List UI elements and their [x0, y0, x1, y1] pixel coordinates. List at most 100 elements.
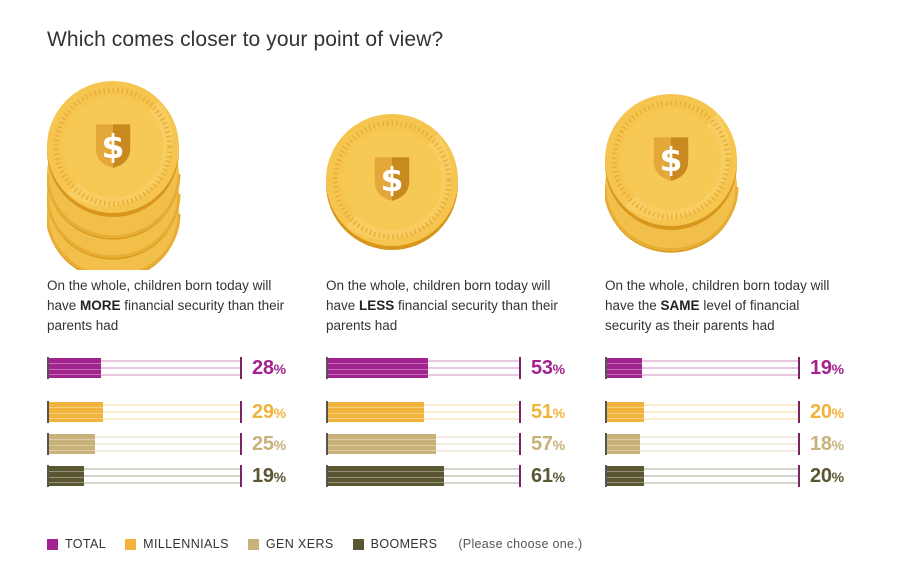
legend-swatch-genx — [247, 538, 259, 550]
bar-end-tick — [798, 433, 800, 455]
data-label-value: 20 — [810, 401, 832, 423]
data-label-total: 53% — [531, 356, 565, 381]
bar-track — [605, 358, 798, 378]
bar-end-tick — [798, 465, 800, 487]
bar-start-tick — [47, 357, 49, 379]
dollar-icon: $ — [102, 127, 125, 166]
data-label-percent: % — [273, 361, 286, 377]
bar-end-tick — [798, 401, 800, 423]
statement: On the whole, children born today will h… — [47, 276, 287, 336]
bar-track — [605, 402, 798, 422]
data-label-genx: 18% — [810, 432, 844, 457]
bar-row-total: 19% — [605, 357, 865, 379]
bar-start-tick — [605, 465, 607, 487]
data-label-total: 19% — [810, 356, 844, 381]
data-label-value: 29 — [252, 401, 274, 423]
data-label-value: 57 — [531, 433, 553, 455]
legend-item-boomers: BOOMERS — [352, 537, 438, 551]
bar-row-genx: 25% — [47, 433, 307, 455]
panel-less: $ On the whole, children born today will … — [326, 0, 586, 582]
bar-row-genx: 57% — [326, 433, 586, 455]
legend-swatch-millennials — [125, 538, 137, 550]
bar-track — [47, 434, 240, 454]
data-label-value: 28 — [252, 357, 274, 379]
data-label-percent: % — [831, 469, 844, 485]
statement: On the whole, children born today will h… — [605, 276, 845, 336]
panel-more: $ On the whole, children born today will … — [45, 0, 307, 582]
dollar-icon: $ — [381, 160, 404, 199]
bar-start-tick — [326, 357, 328, 379]
bar-millennials — [605, 402, 644, 422]
statement-emphasis: MORE — [80, 298, 121, 313]
bar-end-tick — [519, 433, 521, 455]
data-label-total: 28% — [252, 356, 286, 381]
statement-text: On the whole, children born today will h… — [326, 278, 551, 313]
data-label-percent: % — [273, 469, 286, 485]
statement-text: level of financial security as their par… — [605, 298, 800, 333]
bar-start-tick — [326, 465, 328, 487]
bar-millennials — [326, 402, 425, 422]
bar-genx — [605, 434, 640, 454]
coin-stack-illustration: $ — [603, 80, 755, 270]
bar-end-tick — [240, 357, 242, 379]
bar-start-tick — [47, 401, 49, 423]
bar-end-tick — [240, 465, 242, 487]
data-label-value: 51 — [531, 401, 553, 423]
bar-end-tick — [240, 433, 242, 455]
legend-label-genx: GEN XERS — [265, 537, 334, 551]
bar-millennials — [47, 402, 103, 422]
bar-track — [47, 402, 240, 422]
data-label-genx: 57% — [531, 432, 565, 457]
legend-note: (Please choose one.) — [458, 537, 583, 551]
bar-boomers — [47, 466, 84, 486]
legend-label-boomers: BOOMERS — [370, 537, 438, 551]
data-label-percent: % — [552, 469, 565, 485]
bar-boomers — [605, 466, 644, 486]
legend-item-millennials: MILLENNIALS — [125, 537, 229, 551]
bar-row-boomers: 61% — [326, 465, 586, 487]
bar-row-millennials: 29% — [47, 401, 307, 423]
bar-row-millennials: 20% — [605, 401, 865, 423]
bar-track — [47, 466, 240, 486]
statement-emphasis: LESS — [359, 298, 395, 313]
dollar-icon: $ — [660, 140, 683, 179]
bar-end-tick — [519, 465, 521, 487]
bar-row-boomers: 20% — [605, 465, 865, 487]
data-label-millennials: 29% — [252, 400, 286, 425]
data-label-percent: % — [831, 405, 844, 421]
coin-stack-illustration: $ — [326, 80, 476, 270]
bar-end-tick — [519, 401, 521, 423]
bar-start-tick — [605, 401, 607, 423]
panel-same: $ On the whole, children born today will … — [603, 0, 865, 582]
legend-swatch-boomers — [352, 538, 364, 550]
legend-label-total: TOTAL — [65, 537, 107, 551]
data-label-percent: % — [831, 361, 844, 377]
statement-text: financial security than their parents ha… — [47, 298, 285, 333]
legend-item-total: TOTAL — [47, 537, 106, 551]
statement-emphasis: SAME — [660, 298, 700, 313]
bar-genx — [47, 434, 96, 454]
data-label-value: 20 — [810, 465, 832, 487]
bar-end-tick — [798, 357, 800, 379]
data-label-value: 53 — [531, 357, 553, 379]
bar-start-tick — [47, 433, 49, 455]
data-label-value: 25 — [252, 433, 274, 455]
legend-swatch-total — [47, 538, 58, 550]
chart-title: Which comes closer to your point of view… — [47, 28, 444, 51]
bar-track — [605, 466, 798, 486]
bar-row-boomers: 19% — [47, 465, 307, 487]
bar-boomers — [326, 466, 444, 486]
statement-text: financial security than their parents ha… — [326, 298, 558, 333]
bar-end-tick — [519, 357, 521, 379]
data-label-percent: % — [552, 361, 565, 377]
bar-start-tick — [326, 401, 328, 423]
coin-stack-illustration: $ — [45, 80, 197, 280]
data-label-value: 19 — [810, 357, 832, 379]
bar-row-total: 53% — [326, 357, 586, 379]
data-label-boomers: 20% — [810, 464, 844, 489]
data-label-value: 61 — [531, 465, 553, 487]
bar-track — [605, 434, 798, 454]
legend-item-genx: GEN XERS — [247, 537, 334, 551]
data-label-genx: 25% — [252, 432, 286, 457]
bar-end-tick — [240, 401, 242, 423]
